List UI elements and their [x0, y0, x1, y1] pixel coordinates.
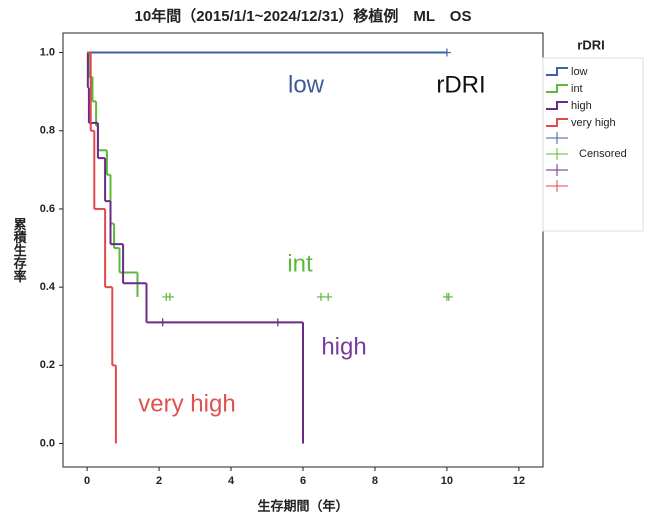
- annotation: low: [288, 71, 325, 98]
- legend-label: low: [571, 66, 588, 78]
- x-tick-label: 12: [513, 475, 525, 487]
- y-tick-label: 0.6: [40, 203, 55, 215]
- legend-line: [546, 101, 568, 110]
- legend-label: very high: [571, 117, 616, 129]
- y-tick-label: 0.2: [40, 359, 55, 371]
- annotation: high: [321, 333, 366, 360]
- legend-censor: [546, 132, 568, 144]
- x-axis-label: 生存期間（年）: [257, 498, 348, 513]
- legend-censor: [546, 164, 568, 176]
- legend-line: [546, 118, 568, 127]
- x-tick-label: 0: [84, 475, 90, 487]
- y-tick-label: 0.0: [40, 437, 55, 449]
- legend-censor: [546, 180, 568, 192]
- censor-mark: [442, 48, 451, 57]
- x-tick-label: 6: [300, 475, 306, 487]
- x-tick-label: 4: [228, 475, 235, 487]
- y-axis-label: 累積生存率: [12, 217, 28, 284]
- annotation: very high: [138, 390, 235, 417]
- x-tick-label: 10: [441, 475, 453, 487]
- y-tick-label: 0.4: [40, 281, 56, 293]
- y-tick-label: 0.8: [40, 125, 55, 137]
- legend-label: high: [571, 100, 592, 112]
- legend-box: [542, 57, 644, 232]
- y-tick-label: 1.0: [40, 46, 55, 58]
- annotation: int: [287, 250, 313, 277]
- censor-mark: [158, 318, 167, 327]
- x-tick-label: 8: [372, 475, 378, 487]
- censor-mark: [316, 292, 325, 301]
- legend-line: [546, 67, 568, 76]
- censor-mark: [444, 292, 453, 301]
- legend-label: int: [571, 83, 583, 95]
- chart-title: 10年間（2015/1/1~2024/12/31）移植例 ML OS: [135, 7, 472, 25]
- legend-line: [546, 84, 568, 93]
- censor-mark: [273, 318, 282, 327]
- annotation: rDRI: [436, 71, 485, 98]
- legend-censored-label: Censored: [579, 148, 627, 160]
- censor-mark: [324, 292, 333, 301]
- legend-censor: [546, 148, 568, 160]
- legend-title: rDRI: [577, 37, 604, 52]
- x-tick-label: 2: [156, 475, 162, 487]
- censor-mark: [165, 292, 174, 301]
